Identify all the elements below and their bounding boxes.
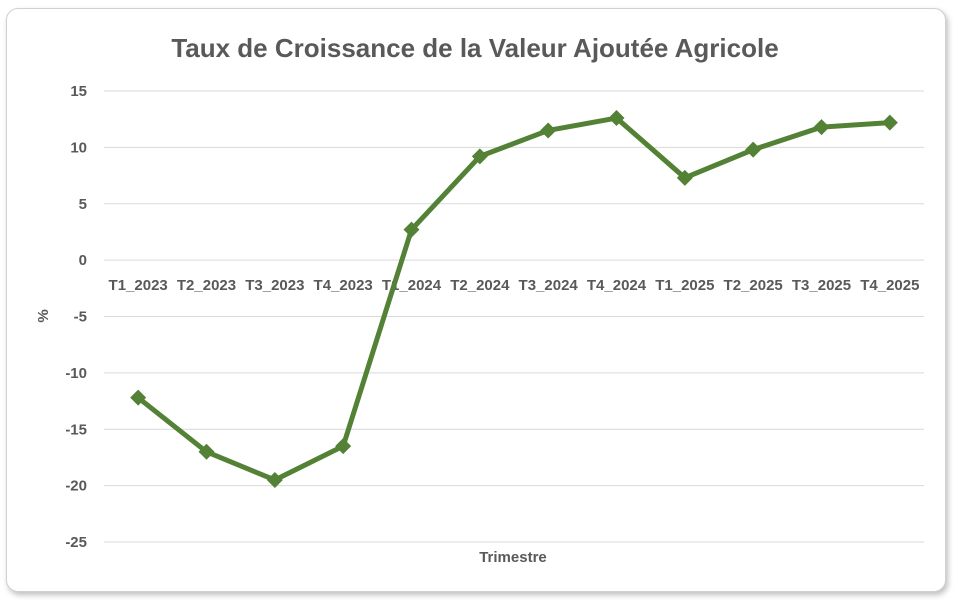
chart-frame xyxy=(6,8,946,592)
data-point-marker xyxy=(813,119,830,136)
y-tick-label: -25 xyxy=(65,534,87,551)
data-point-marker xyxy=(881,114,898,131)
y-tick-label: 5 xyxy=(79,196,87,213)
x-tick-label: T1_2025 xyxy=(655,277,714,294)
x-tick-label: T4_2024 xyxy=(587,277,647,294)
y-tick-label: 10 xyxy=(70,139,87,156)
data-point-marker xyxy=(608,110,625,127)
x-tick-label: T2_2024 xyxy=(450,277,510,294)
x-tick-label: T4_2025 xyxy=(860,277,919,294)
x-tick-label: T1_2023 xyxy=(109,277,168,294)
x-tick-label: T2_2023 xyxy=(177,277,236,294)
x-tick-label: T3_2023 xyxy=(245,277,304,294)
data-point-marker xyxy=(540,122,557,139)
data-point-marker xyxy=(198,443,215,460)
data-point-marker xyxy=(403,221,420,238)
y-axis-title: % xyxy=(35,309,52,322)
y-tick-label: 0 xyxy=(79,252,87,269)
y-tick-label: -15 xyxy=(65,421,87,438)
data-point-marker xyxy=(335,438,352,455)
data-point-marker xyxy=(266,471,283,488)
chart-title: Taux de Croissance de la Valeur Ajoutée … xyxy=(171,33,778,63)
data-point-marker xyxy=(130,389,147,406)
x-axis-title: Trimestre xyxy=(479,549,547,566)
x-tick-label: T2_2025 xyxy=(724,277,783,294)
x-tick-label: T3_2024 xyxy=(519,277,579,294)
y-tick-label: -10 xyxy=(65,365,87,382)
y-tick-label: 15 xyxy=(70,83,87,100)
data-point-marker xyxy=(471,148,488,165)
x-tick-label: T4_2023 xyxy=(314,277,373,294)
y-tick-label: -20 xyxy=(65,478,87,495)
y-tick-label: -5 xyxy=(74,309,87,326)
x-tick-label: T3_2025 xyxy=(792,277,851,294)
y-axis-ticks: 15 10 5 0 -5 -10 -15 -20 -25 xyxy=(65,83,87,551)
gridlines xyxy=(104,90,924,543)
data-point-marker xyxy=(676,169,693,186)
series-layer xyxy=(130,110,898,488)
data-point-marker xyxy=(745,141,762,158)
x-axis-ticks: T1_2023 T2_2023 T3_2023 T4_2023 T1_2024 T2_20… xyxy=(109,277,920,294)
series-line xyxy=(135,115,893,483)
